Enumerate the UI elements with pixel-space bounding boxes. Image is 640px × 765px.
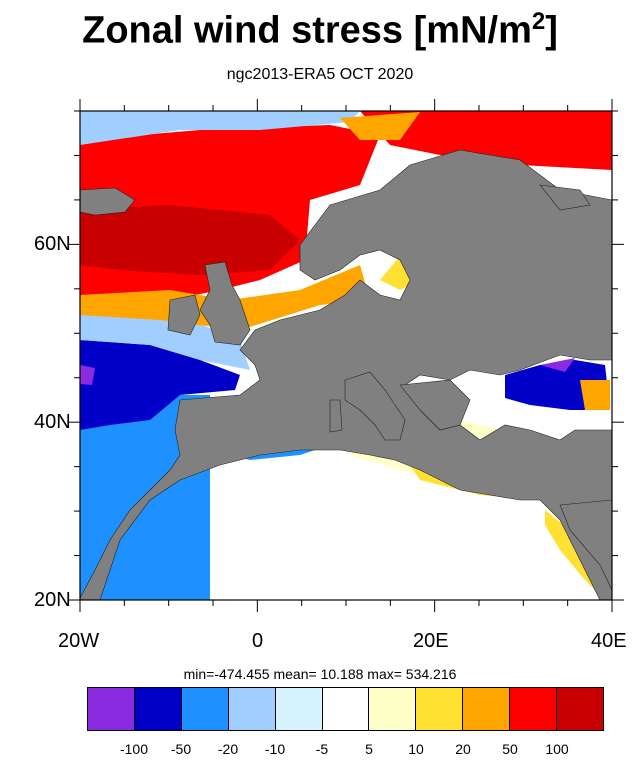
land-iceland bbox=[80, 187, 136, 216]
colorbar-label: -5 bbox=[315, 741, 329, 757]
lon-label-20e: 20E bbox=[413, 630, 449, 652]
title-superscript: 2 bbox=[531, 8, 546, 35]
colorbar-label: -10 bbox=[264, 741, 286, 757]
colorbar-swatch-7 bbox=[416, 688, 464, 730]
chart-subtitle: ngc2013-ERA5 OCT 2020 bbox=[226, 66, 414, 83]
land-europe bbox=[80, 149, 612, 600]
land-arabia bbox=[559, 499, 612, 591]
field-statistics: min=-474.455 mean= 10.188 max= 534.216 bbox=[183, 666, 457, 682]
land-kola bbox=[539, 184, 591, 211]
colorbar-swatch-6 bbox=[369, 688, 417, 730]
colorbar-label: -50 bbox=[170, 741, 192, 757]
stress-region-atlantic-light bbox=[80, 305, 250, 370]
colorbar-swatch-0 bbox=[88, 688, 135, 730]
colorbar-label: -20 bbox=[217, 741, 239, 757]
map-plot bbox=[68, 99, 624, 612]
colorbar-swatch-3 bbox=[228, 688, 276, 730]
stress-region-arctic-east bbox=[360, 111, 612, 170]
stress-region-orange-band bbox=[80, 265, 370, 330]
colorbar-swatch-1 bbox=[134, 688, 182, 730]
stress-region-atlantic-purple bbox=[80, 365, 95, 385]
lon-label-40e: 40E bbox=[591, 630, 627, 652]
lon-label-0: 0 bbox=[252, 630, 264, 652]
lat-label-40n: 40N bbox=[34, 411, 71, 433]
land-great-britain bbox=[199, 261, 251, 346]
colorbar bbox=[87, 687, 604, 731]
stress-region-black-sea-east bbox=[580, 380, 610, 410]
colorbar-label: 100 bbox=[545, 741, 569, 757]
land-sardinia bbox=[329, 399, 343, 433]
lat-label-60n: 60N bbox=[34, 233, 71, 255]
axis-ticks bbox=[68, 99, 624, 612]
stress-region-atlantic-negative-strong bbox=[80, 340, 240, 430]
colorbar-label: 50 bbox=[502, 741, 518, 757]
colorbar-label: 20 bbox=[455, 741, 471, 757]
colorbar-swatch-8 bbox=[463, 688, 511, 730]
stress-region-azov bbox=[540, 358, 575, 372]
colorbar-swatch-10 bbox=[557, 688, 603, 730]
colorbar-swatch-5 bbox=[322, 688, 370, 730]
chart-title: Zonal wind stress [mN/m2] bbox=[82, 8, 558, 52]
land-ireland bbox=[167, 294, 201, 336]
colorbar-label: -100 bbox=[119, 741, 149, 757]
colorbar-label: 5 bbox=[365, 741, 373, 757]
colorbar-swatch-2 bbox=[181, 688, 229, 730]
land-balkans bbox=[399, 379, 471, 431]
colorbar-swatch-9 bbox=[510, 688, 558, 730]
stress-region-barents-orange bbox=[340, 112, 420, 140]
land-italy bbox=[344, 371, 406, 441]
lat-label-20n: 20N bbox=[34, 589, 71, 611]
colorbar-label: 10 bbox=[408, 741, 424, 757]
lon-label-20w: 20W bbox=[58, 630, 100, 652]
stress-region-north-atlantic-strong bbox=[80, 205, 300, 275]
stress-region-arctic bbox=[80, 111, 360, 145]
colorbar-swatch-4 bbox=[275, 688, 323, 730]
